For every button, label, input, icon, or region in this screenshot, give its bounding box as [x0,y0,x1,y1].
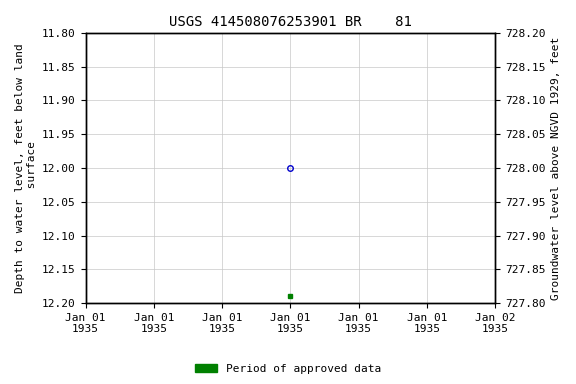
Y-axis label: Groundwater level above NGVD 1929, feet: Groundwater level above NGVD 1929, feet [551,36,561,300]
Title: USGS 414508076253901 BR    81: USGS 414508076253901 BR 81 [169,15,412,29]
Legend: Period of approved data: Period of approved data [191,359,385,379]
Y-axis label: Depth to water level, feet below land
 surface: Depth to water level, feet below land su… [15,43,37,293]
